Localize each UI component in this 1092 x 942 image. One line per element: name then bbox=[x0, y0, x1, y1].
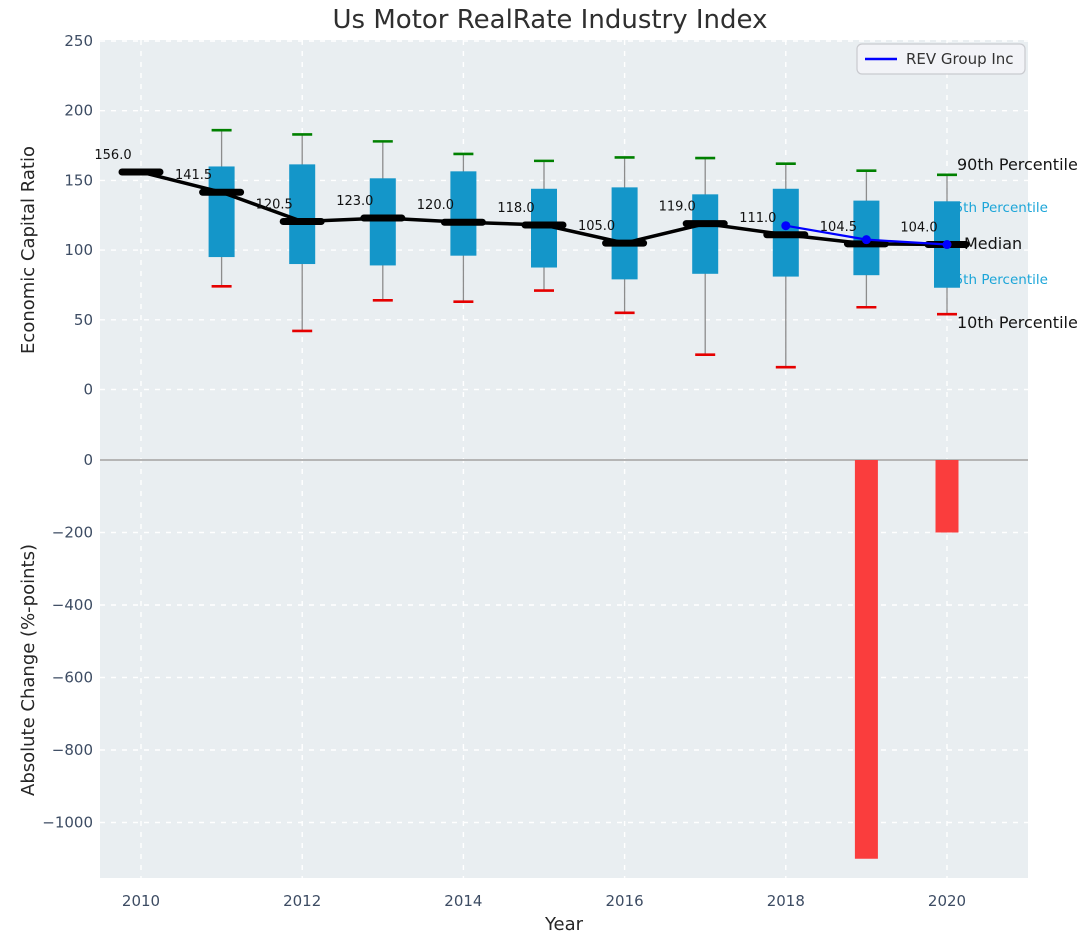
top-ytick-200: 200 bbox=[64, 102, 93, 120]
x-axis-label: Year bbox=[544, 914, 584, 935]
tick-labels: 250 200 150 100 50 0 0 −200 −400 −600 −800 −1000 201… bbox=[42, 32, 966, 910]
median-value-2010: 156.0 bbox=[94, 148, 131, 163]
top-ytick-250: 250 bbox=[64, 32, 93, 50]
legend: REV Group Inc bbox=[856, 43, 1026, 75]
data-layer: 156.0 141.5 120.5 123.0 120.0 118.0 105.0 119.0… bbox=[94, 128, 970, 859]
box-2016 bbox=[611, 187, 638, 280]
label-10th-percentile: 10th Percentile bbox=[957, 313, 1078, 332]
median-value-2020: 104.0 bbox=[900, 221, 937, 236]
label-90th-percentile: 90th Percentile bbox=[957, 155, 1078, 174]
legend-label: REV Group Inc bbox=[906, 50, 1014, 68]
label-median: Median bbox=[964, 234, 1022, 253]
median-value-2018: 111.0 bbox=[739, 211, 776, 226]
bottom-ytick--400: −400 bbox=[52, 596, 93, 614]
top-ytick-0: 0 bbox=[83, 381, 93, 399]
box-2011 bbox=[208, 166, 235, 258]
background-layer bbox=[100, 40, 1028, 878]
xtick-2018: 2018 bbox=[767, 892, 805, 910]
series-point-2018 bbox=[781, 221, 791, 231]
label-75th-percentile: 75th Percentile bbox=[946, 200, 1048, 216]
xtick-2020: 2020 bbox=[928, 892, 966, 910]
median-value-2017: 119.0 bbox=[659, 200, 696, 215]
top-ytick-50: 50 bbox=[74, 311, 93, 329]
bottom-ytick--800: −800 bbox=[52, 741, 93, 759]
label-25th-percentile: 25th Percentile bbox=[946, 272, 1048, 288]
median-value-2015: 118.0 bbox=[497, 201, 534, 216]
top-y-axis-label: Economic Capital Ratio bbox=[18, 146, 39, 354]
xtick-2012: 2012 bbox=[283, 892, 321, 910]
box-2013 bbox=[369, 178, 396, 266]
bottom-ytick-0: 0 bbox=[83, 451, 93, 469]
median-value-2013: 123.0 bbox=[336, 194, 373, 209]
box-2017 bbox=[692, 194, 719, 274]
median-value-2014: 120.0 bbox=[417, 198, 454, 213]
bottom-ytick--600: −600 bbox=[52, 669, 93, 687]
median-value-2011: 141.5 bbox=[175, 168, 212, 183]
box-2012 bbox=[289, 164, 316, 265]
series-point-2020 bbox=[942, 240, 952, 250]
annotation-layer: 90th Percentile 75th Percentile Median 2… bbox=[946, 155, 1078, 332]
bottom-ytick--1000: −1000 bbox=[42, 814, 93, 832]
median-value-2012: 120.5 bbox=[256, 198, 293, 213]
xtick-2016: 2016 bbox=[606, 892, 644, 910]
bottom-ytick--200: −200 bbox=[52, 524, 93, 542]
top-ytick-150: 150 bbox=[64, 171, 93, 189]
legend-box bbox=[856, 43, 1026, 75]
chart-title: Us Motor RealRate Industry Index bbox=[333, 5, 768, 35]
median-value-2019: 104.5 bbox=[820, 220, 857, 235]
median-value-2016: 105.0 bbox=[578, 219, 615, 234]
bottom-y-axis-label: Absolute Change (%-points) bbox=[18, 544, 39, 796]
top-ytick-100: 100 bbox=[64, 241, 93, 259]
xtick-2010: 2010 bbox=[122, 892, 160, 910]
box-2014 bbox=[450, 171, 477, 256]
bar-2020 bbox=[935, 460, 959, 533]
chrome-layer: Us Motor RealRate Industry Index Economi… bbox=[18, 5, 1026, 935]
bar-2019 bbox=[854, 460, 878, 859]
series-point-2019 bbox=[861, 235, 871, 245]
xtick-2014: 2014 bbox=[444, 892, 482, 910]
